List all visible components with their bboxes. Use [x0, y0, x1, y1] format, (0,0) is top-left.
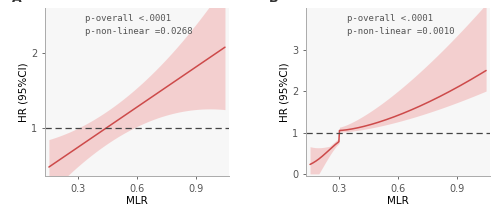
X-axis label: MLR: MLR	[387, 196, 409, 206]
Text: A: A	[12, 0, 22, 5]
Y-axis label: HR (95%CI): HR (95%CI)	[280, 62, 289, 122]
Text: B: B	[270, 0, 279, 5]
Text: p-overall <.0001
p-non-linear =0.0268: p-overall <.0001 p-non-linear =0.0268	[86, 14, 193, 36]
Y-axis label: HR (95%CI): HR (95%CI)	[18, 62, 28, 122]
X-axis label: MLR: MLR	[126, 196, 148, 206]
Text: p-overall <.0001
p-non-linear =0.0010: p-overall <.0001 p-non-linear =0.0010	[346, 14, 454, 36]
